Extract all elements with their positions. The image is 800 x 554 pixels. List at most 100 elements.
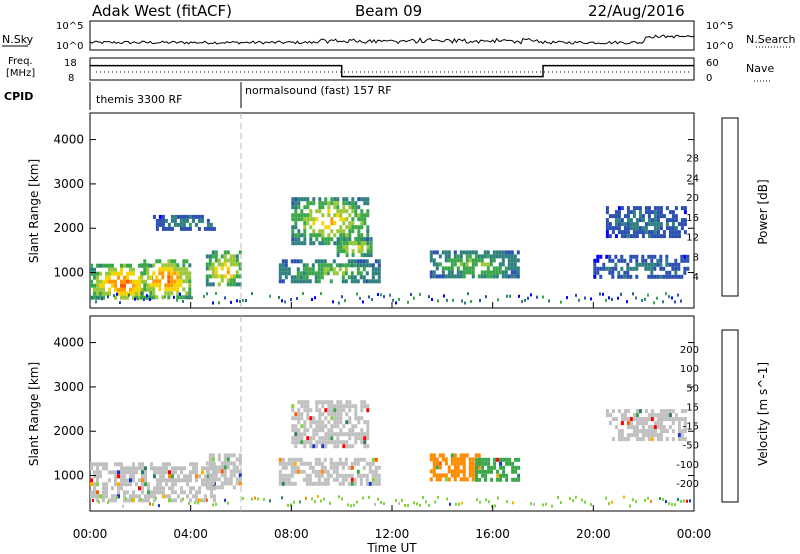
echo-cell	[462, 477, 466, 482]
ground-scatter-cell	[419, 292, 421, 296]
echo-cell	[345, 412, 349, 417]
echo-cell	[620, 417, 624, 422]
echo-cell	[211, 481, 215, 486]
echo-cell	[453, 465, 457, 470]
echo-cell	[683, 421, 687, 426]
echo-cell	[330, 408, 334, 413]
echo-cell	[211, 270, 215, 275]
echo-cell	[338, 473, 342, 478]
echo-cell	[309, 444, 313, 449]
echo-cell	[161, 263, 165, 268]
ground-scatter-cell	[560, 501, 562, 505]
echo-cell	[144, 279, 147, 284]
echo-cell	[366, 229, 370, 234]
echo-cell	[484, 469, 488, 474]
echo-cell	[129, 494, 132, 499]
echo-cell	[674, 234, 678, 239]
echo-cell	[492, 258, 496, 263]
echo-cell	[350, 465, 354, 470]
echo-cell	[309, 225, 313, 230]
echo-cell	[345, 225, 349, 230]
echo-cell	[293, 259, 297, 264]
echo-cell	[126, 263, 129, 268]
echo-cell	[432, 262, 436, 267]
echo-cell	[117, 482, 120, 487]
echo-cell	[284, 271, 288, 276]
echo-cell	[333, 420, 337, 425]
echo-cell	[468, 266, 472, 271]
echo-cell	[143, 263, 147, 268]
echo-cell	[138, 498, 141, 503]
echo-cell	[235, 254, 239, 259]
echo-cell	[632, 254, 636, 259]
echo-cell	[162, 478, 165, 483]
echo-cell	[332, 271, 336, 276]
echo-cell	[300, 400, 304, 405]
echo-cell	[357, 432, 361, 437]
echo-cell	[232, 262, 236, 267]
echo-cell	[126, 279, 129, 284]
echo-cell	[217, 477, 221, 482]
echo-cell	[644, 421, 648, 426]
echo-cell	[344, 457, 348, 462]
echo-cell	[324, 432, 328, 437]
freq-tick-bottom: 8	[68, 73, 74, 84]
echo-cell	[351, 201, 355, 206]
echo-cell	[179, 295, 183, 300]
echo-cell	[182, 279, 186, 284]
echo-cell	[360, 400, 364, 405]
ground-scatter-cell	[674, 503, 676, 507]
echo-cell	[345, 245, 349, 250]
echo-cell	[309, 213, 313, 218]
echo-cell	[629, 222, 633, 227]
echo-cell	[365, 473, 369, 478]
echo-cell	[321, 412, 325, 417]
freq-label-line2: [MHz]	[6, 68, 35, 79]
echo-cell	[360, 221, 364, 226]
ground-scatter-cell	[566, 296, 568, 300]
echo-cell	[471, 258, 475, 263]
echo-cell	[99, 474, 102, 479]
echo-cell	[189, 486, 192, 491]
echo-cell	[447, 254, 451, 259]
echo-cell	[356, 271, 360, 276]
echo-cell	[354, 213, 358, 218]
echo-cell	[141, 486, 144, 491]
echo-cell	[490, 469, 494, 474]
echo-cell	[226, 258, 230, 263]
echo-cell	[360, 404, 364, 409]
echo-cell	[153, 470, 156, 475]
echo-cell	[680, 226, 684, 231]
echo-cell	[314, 457, 318, 462]
echo-cell	[502, 465, 506, 470]
echo-cell	[374, 457, 378, 462]
echo-cell	[596, 266, 600, 271]
echo-cell	[120, 486, 123, 491]
echo-cell	[168, 494, 171, 499]
echo-cell	[638, 214, 642, 219]
echo-cell	[514, 477, 518, 482]
echo-cell	[342, 217, 346, 222]
echo-cell	[102, 295, 105, 300]
echo-cell	[318, 420, 322, 425]
echo-cell	[152, 271, 156, 276]
echo-cell	[635, 218, 639, 223]
echo-cell	[102, 279, 105, 284]
echo-cell	[330, 412, 334, 417]
echo-cell	[339, 245, 343, 250]
echo-cell	[635, 425, 639, 430]
echo-cell	[99, 279, 102, 284]
echo-cell	[287, 457, 291, 462]
echo-cell	[348, 237, 352, 242]
echo-cell	[365, 263, 369, 268]
echo-cell	[105, 271, 108, 276]
echo-cell	[371, 267, 375, 272]
echo-cell	[683, 409, 687, 414]
echo-cell	[201, 470, 204, 475]
echo-cell	[90, 271, 93, 276]
echo-cell	[162, 486, 165, 491]
echo-cell	[620, 433, 624, 438]
echo-cell	[671, 226, 675, 231]
echo-cell	[336, 440, 340, 445]
echo-cell	[173, 267, 177, 272]
